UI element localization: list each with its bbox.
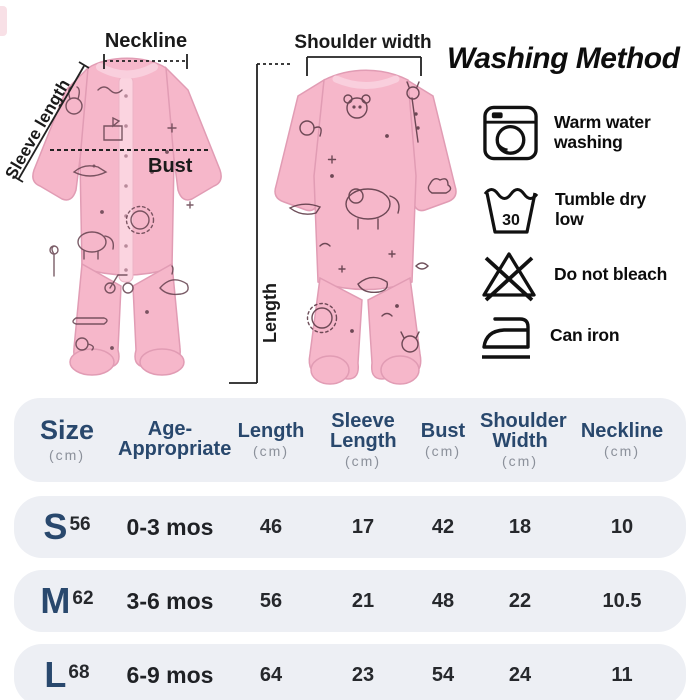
back-right-foot [380, 355, 420, 385]
header-sleeve-length: Sleeve Length (cm) [330, 409, 397, 470]
can-iron-label: Can iron [550, 325, 620, 346]
sleeve-length-value: 17 [351, 515, 375, 538]
sleeve-length-value: 21 [351, 589, 375, 612]
bust-value: 48 [431, 589, 455, 612]
age-value: 0-3 mos [126, 513, 214, 540]
back-left-foot [310, 355, 350, 385]
table-row-l: L 68 6-9 mos 64 23 54 24 11 [14, 644, 686, 700]
header-neckline: Neckline (cm) [580, 419, 664, 460]
front-neck-trim [96, 63, 158, 79]
size-table: Size (cm) Age-Appropriate Length (cm) Sl… [14, 398, 686, 700]
washing-item-can-iron: Can iron [479, 310, 700, 362]
back-right-leg [367, 276, 422, 380]
table-row-m: M 62 3-6 mos 56 21 48 22 10.5 [14, 570, 686, 632]
romper-back-view [274, 69, 457, 385]
neckline-value: 10 [610, 515, 634, 538]
front-right-sleeve [165, 66, 222, 201]
washing-item-no-bleach: Do not bleach [479, 246, 700, 304]
do-not-bleach-icon [482, 252, 536, 302]
header-bust: Bust (cm) [420, 419, 466, 460]
corner-smudge [0, 6, 7, 36]
shoulder-width-value: 22 [508, 589, 532, 612]
warm-water-label: Warm water washing [554, 112, 651, 152]
shoulder-width-value: 24 [508, 663, 532, 686]
length-value: 46 [259, 515, 283, 538]
front-right-foot [139, 348, 185, 376]
age-value: 3-6 mos [126, 587, 214, 614]
neckline-label: Neckline [104, 30, 188, 52]
front-left-foot [69, 348, 115, 376]
wash-basin-30-icon: 30 [483, 188, 539, 234]
header-size: Size (cm) [39, 415, 95, 463]
length-value: 64 [259, 663, 283, 686]
back-animal-doodles [288, 81, 452, 353]
washing-method-title: Washing Method [447, 42, 680, 75]
table-row-s: S 56 0-3 mos 46 17 42 18 10 [14, 496, 686, 558]
bust-label: Bust [148, 155, 193, 177]
size-value: S 56 [43, 506, 91, 547]
back-neck-trim [332, 75, 400, 89]
washing-machine-icon [483, 105, 538, 161]
washing-item-warm-water: Warm water washing [482, 104, 676, 162]
no-bleach-label: Do not bleach [554, 264, 668, 285]
length-label: Length [260, 283, 280, 343]
bust-value: 42 [431, 515, 455, 538]
wash-temp-30: 30 [502, 212, 520, 229]
size-value: M 62 [40, 580, 94, 621]
size-value: L 68 [44, 654, 90, 695]
shoulder-width-value: 18 [508, 515, 532, 538]
shoulder-width-label: Shoulder width [294, 32, 432, 53]
header-length: Length (cm) [237, 419, 305, 460]
header-shoulder-width: Shoulder Width (cm) [480, 409, 567, 470]
size-table-header: Size (cm) Age-Appropriate Length (cm) Sl… [14, 398, 686, 482]
sleeve-length-value: 23 [351, 663, 375, 686]
bust-value: 54 [431, 663, 455, 686]
neckline-value: 10.5 [602, 589, 642, 612]
tumble-dry-label: Tumble dry low [555, 189, 647, 229]
header-age: Age-Appropriate [118, 417, 232, 460]
front-placket [118, 75, 134, 283]
iron-icon [482, 317, 530, 359]
washing-item-tumble-dry: 30 Tumble dry low [482, 182, 667, 238]
age-value: 6-9 mos [126, 661, 214, 688]
neckline-value: 11 [611, 663, 633, 686]
length-value: 56 [259, 589, 283, 612]
